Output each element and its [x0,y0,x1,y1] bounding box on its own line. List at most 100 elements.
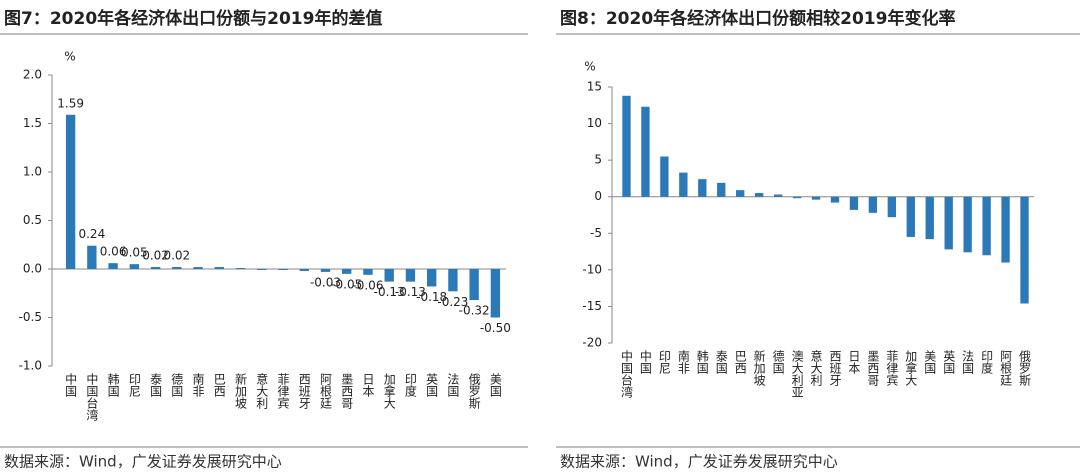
bar [405,269,416,282]
bar [1020,196,1029,304]
y-tick-label: -20 [582,336,602,350]
y-tick-label: 0.5 [23,213,42,227]
y-unit: % [64,50,75,64]
x-tick-label: 俄罗斯 [1018,350,1032,387]
bar [384,269,394,282]
data-label: 1.59 [57,96,84,110]
bar [214,267,224,269]
y-tick-label: -0.5 [19,310,42,324]
data-label: -0.13 [374,285,405,299]
bar [698,179,707,197]
x-tick-label: 阿根廷 [999,350,1013,387]
x-tick-label: 墨西哥 [340,373,354,409]
bar [342,269,352,274]
data-label: 0.05 [121,246,148,260]
x-tick-label: 新加坡 [234,372,248,409]
bar [754,193,764,197]
y-tick-label: 1.0 [23,165,42,179]
bar [363,269,373,275]
x-tick-label: 菲律宾 [276,373,290,409]
data-label: -0.18 [416,290,447,304]
x-tick-label: 韩国 [695,349,709,374]
bar [235,268,246,269]
x-tick-label: 阿根廷 [318,373,332,410]
x-tick-label: 法国 [446,373,460,397]
x-tick-label: 中国台湾 [85,372,99,422]
x-tick-label: 俄罗斯 [467,373,481,410]
y-tick-label: -10 [582,262,602,276]
x-tick-label: 德国 [771,349,785,374]
bar [830,196,840,203]
x-tick-label: 西班牙 [828,350,842,386]
bar [925,196,934,240]
x-tick-label: 中国台湾 [619,349,633,399]
x-tick-label: 泰国 [149,373,163,397]
x-tick-label: 韩国 [106,372,120,397]
y-tick-label: 1.5 [23,116,42,130]
source: 数据来源：Wind，广发证券发展研究中心 [560,453,838,471]
x-tick-label: 中国 [638,349,652,374]
source: 数据来源：Wind，广发证券发展研究中心 [4,453,282,471]
y-tick-label: -1.0 [19,359,42,373]
bar [811,196,821,200]
bar [65,114,76,270]
x-tick-label: 英国 [425,373,439,397]
bar [278,269,288,270]
x-tick-label: 印度 [403,373,417,397]
data-label: 0.02 [163,249,190,263]
x-tick-label: 南非 [676,349,690,374]
bar [887,196,897,218]
y-tick-label: 0 [594,189,602,203]
bar [193,267,203,269]
bar [448,269,458,292]
x-tick-label: 菲律宾 [885,350,899,386]
bar [320,269,331,272]
x-tick-label: 巴西 [212,373,226,397]
y-tick-label: 2.0 [23,68,42,82]
bar [299,269,309,271]
data-label: -0.23 [437,295,468,309]
bar [868,196,878,213]
bar [849,196,859,210]
bar [469,269,479,301]
x-tick-label: 加拿大 [382,373,396,409]
x-tick-label: 墨西哥 [866,350,880,386]
y-tick-label: -5 [590,226,602,240]
bar [172,267,182,269]
data-label: -0.05 [331,277,362,291]
bar [150,267,161,269]
x-tick-label: 澳大利亚 [790,350,804,398]
x-tick-label: 印度 [980,350,994,374]
bar [641,106,650,197]
data-label: 0.06 [100,245,127,259]
x-tick-label: 泰国 [714,350,728,374]
x-tick-label: 印尼 [657,350,671,374]
x-tick-label: 日本 [847,350,861,375]
y-tick-label: 15 [587,80,602,94]
bar [660,156,669,197]
bar [736,190,745,197]
bar [944,196,953,250]
y-tick-label: -15 [582,299,602,313]
x-tick-label: 南非 [191,372,205,397]
y-tick-label: 0.0 [23,262,42,276]
x-tick-label: 加拿大 [904,350,918,386]
bar [717,182,726,197]
x-tick-label: 新加坡 [752,349,766,386]
y-tick-label: 10 [587,116,602,130]
x-tick-label: 英国 [942,350,956,374]
bar [622,95,631,197]
bar [257,269,267,270]
data-label: 0.24 [78,227,105,241]
data-label: -0.06 [352,278,383,292]
x-tick-label: 美国 [923,350,937,374]
x-tick-label: 中国 [64,372,78,397]
bar [982,196,991,256]
x-tick-label: 日本 [361,373,375,398]
data-label: -0.13 [395,285,426,299]
bar [426,269,437,287]
x-tick-label: 意大利 [255,372,269,409]
bar [108,263,118,269]
bar [1001,196,1010,263]
x-tick-label: 意大利 [809,349,823,386]
